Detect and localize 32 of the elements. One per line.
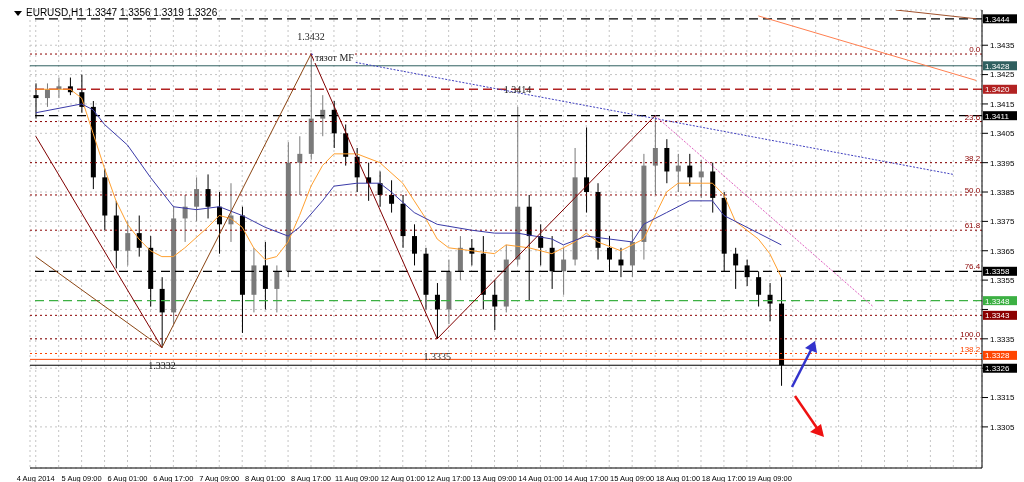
y-tick-label: 1.3335: [990, 334, 1016, 344]
chart-title: EURUSD,H1 1.3347 1.3356 1.3319 1.3326: [25, 7, 218, 18]
y-tick-label: 1.3415: [990, 99, 1016, 109]
annotation: 1.3432: [297, 31, 325, 43]
y-tick-label: 1.3395: [990, 158, 1016, 168]
y-tick-label: 1.3375: [990, 217, 1016, 227]
annotation: 76.4: [964, 262, 981, 272]
line-series: [35, 88, 782, 278]
y-tick-label: 1.3425: [990, 70, 1016, 80]
y-tick-label: 1.3355: [990, 275, 1016, 285]
annotation: 138.2: [960, 344, 981, 354]
ref-line-label: 1.3420: [985, 85, 1011, 95]
annotation: 38.2: [964, 153, 981, 163]
annotation: 50.0: [964, 185, 981, 195]
ref-line-label: 1.3348: [985, 296, 1011, 306]
ref-line-label: 1.3326: [985, 364, 1011, 374]
ref-line-label: 1.3343: [985, 311, 1011, 321]
y-tick-label: 1.3365: [990, 246, 1016, 256]
y-tick-label: 1.3315: [990, 393, 1016, 403]
y-tick-label: 1.3385: [990, 187, 1016, 197]
annotation: 61.8: [964, 221, 981, 231]
ref-line-label: 1.3411: [985, 111, 1010, 121]
ref-line-label: 1.3328: [985, 351, 1011, 361]
y-tick-label: 1.3405: [990, 129, 1016, 139]
annotation: тязот MF: [314, 52, 355, 63]
ref-line-label: 1.3358: [985, 267, 1011, 277]
annotation: 0.0: [969, 45, 981, 55]
y-tick-label: 1.3305: [990, 422, 1016, 432]
ref-line-label: 1.3444: [985, 14, 1011, 24]
ref-line-label: 1.3428: [985, 61, 1011, 71]
y-tick-label: 1.3435: [990, 41, 1016, 51]
annotation: 100.0: [960, 329, 981, 339]
